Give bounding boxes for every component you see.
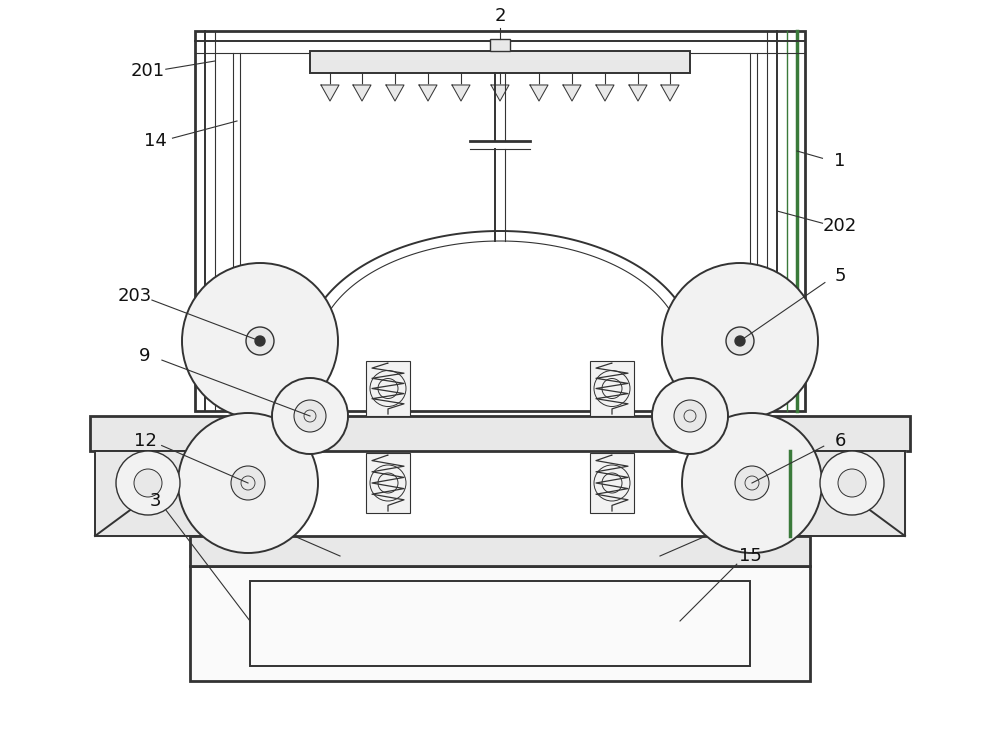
Bar — [366, 361, 410, 416]
Circle shape — [246, 327, 274, 355]
Text: 9: 9 — [139, 347, 151, 365]
Bar — [195, 31, 805, 411]
Text: 3: 3 — [149, 492, 161, 510]
Circle shape — [652, 378, 728, 454]
Circle shape — [255, 336, 265, 346]
Circle shape — [182, 263, 338, 419]
Bar — [310, 51, 690, 73]
Polygon shape — [563, 85, 581, 101]
Text: 203: 203 — [118, 287, 152, 305]
Circle shape — [838, 469, 866, 497]
Text: 6: 6 — [834, 432, 846, 450]
Polygon shape — [95, 451, 210, 536]
Text: 1: 1 — [834, 152, 846, 170]
Text: 14: 14 — [144, 132, 166, 150]
Text: 201: 201 — [131, 62, 165, 80]
Bar — [490, 39, 510, 51]
Bar — [190, 566, 810, 681]
Text: 2: 2 — [494, 7, 506, 25]
Polygon shape — [790, 451, 905, 536]
Circle shape — [820, 451, 884, 515]
Polygon shape — [419, 85, 437, 101]
Circle shape — [662, 263, 818, 419]
Polygon shape — [629, 85, 647, 101]
Polygon shape — [353, 85, 371, 101]
Bar — [366, 453, 410, 513]
Circle shape — [178, 413, 318, 553]
Circle shape — [134, 469, 162, 497]
Circle shape — [231, 466, 265, 500]
Circle shape — [116, 451, 180, 515]
Bar — [250, 581, 750, 666]
Bar — [190, 536, 810, 566]
Polygon shape — [491, 85, 509, 101]
Circle shape — [294, 400, 326, 432]
Polygon shape — [452, 85, 470, 101]
Circle shape — [682, 413, 822, 553]
Text: 202: 202 — [823, 217, 857, 235]
Circle shape — [726, 327, 754, 355]
Circle shape — [735, 336, 745, 346]
Text: 5: 5 — [834, 267, 846, 285]
Polygon shape — [596, 85, 614, 101]
Text: 12: 12 — [134, 432, 156, 450]
Polygon shape — [386, 85, 404, 101]
Polygon shape — [530, 85, 548, 101]
Polygon shape — [321, 85, 339, 101]
Circle shape — [674, 400, 706, 432]
Text: 15: 15 — [739, 547, 761, 565]
Bar — [90, 416, 910, 451]
Polygon shape — [661, 85, 679, 101]
Bar — [590, 361, 634, 416]
Bar — [590, 453, 634, 513]
Circle shape — [735, 466, 769, 500]
Circle shape — [272, 378, 348, 454]
